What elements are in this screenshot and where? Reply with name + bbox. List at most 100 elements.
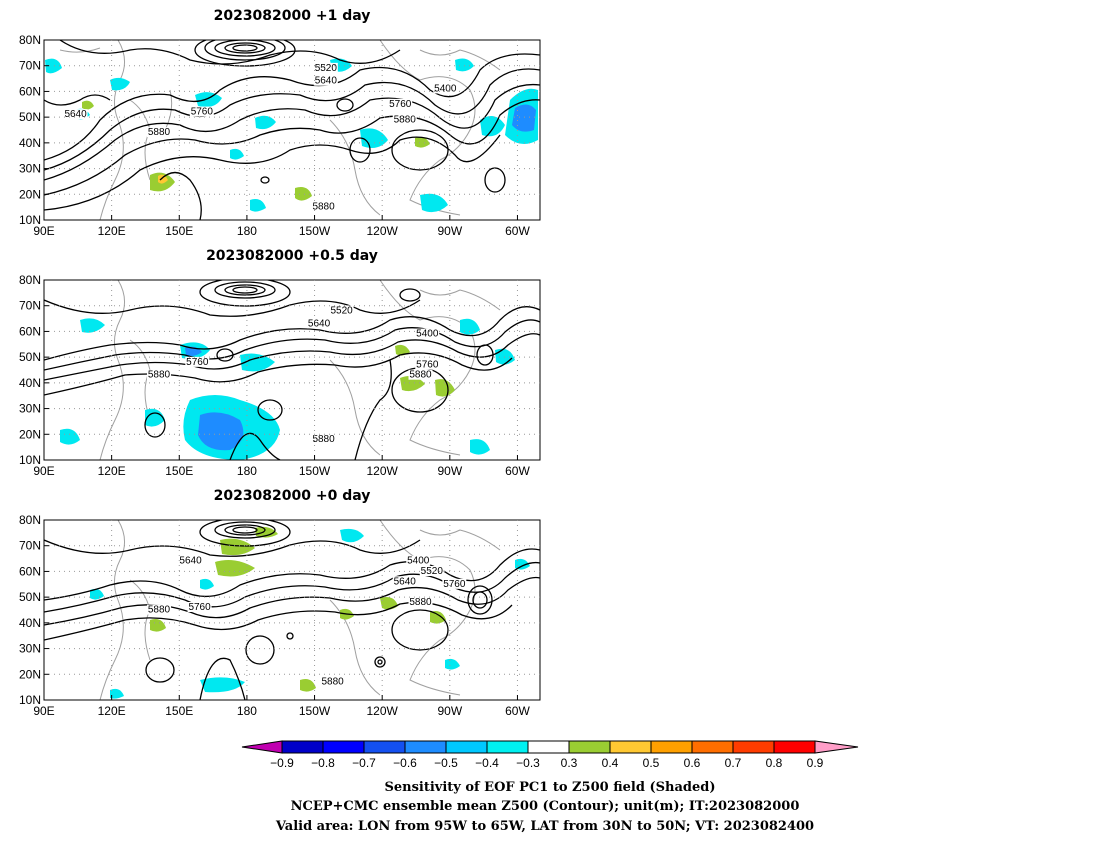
- y-tick-label: 80N: [19, 273, 41, 287]
- y-tick-label: 10N: [19, 213, 41, 227]
- caption-line-2: NCEP+CMC ensemble mean Z500 (Contour); u…: [291, 799, 800, 814]
- contour-label: 5640: [64, 109, 87, 120]
- contour-label-bg: [329, 305, 354, 316]
- colorbar-swatch: [527, 740, 570, 754]
- contour-label: 5880: [394, 114, 417, 125]
- height-contours: [44, 40, 540, 220]
- colorbar-label: −0.9: [270, 756, 294, 770]
- contour-label-bg: [146, 369, 171, 380]
- colorbar-label: −0.4: [475, 756, 499, 770]
- panel-title: 2023082000 +1 day: [214, 8, 371, 24]
- contour-label: 5520: [421, 566, 444, 577]
- panel-title: 2023082000 +0.5 day: [206, 248, 378, 264]
- map-panel-2: 2023082000 +0 day: [19, 488, 541, 718]
- contour-label-bg: [311, 434, 336, 444]
- contour-label-bg: [146, 127, 171, 138]
- y-tick-label: 20N: [19, 187, 41, 201]
- contour-label: 5400: [434, 83, 457, 94]
- y-tick-label: 40N: [19, 616, 41, 630]
- contour-label-bg: [408, 596, 433, 607]
- x-tick-label: 150W: [299, 704, 331, 718]
- contour-label-bg: [392, 576, 417, 587]
- colorbar-label: 0.9: [807, 756, 824, 770]
- y-tick-label: 70N: [19, 539, 41, 553]
- x-tick-label: 150E: [165, 224, 193, 238]
- x-tick-label: 90E: [33, 224, 54, 238]
- x-tick-label: 90W: [437, 704, 462, 718]
- contour-label-bg: [185, 356, 210, 367]
- y-tick-label: 30N: [19, 642, 41, 656]
- colorbar-swatch: [650, 740, 693, 754]
- x-tick-label: 60W: [505, 224, 530, 238]
- contour-label-bg: [406, 555, 431, 566]
- y-tick-label: 70N: [19, 299, 41, 313]
- map-panel-1: 2023082000 +0.5 day: [19, 248, 541, 478]
- x-tick-label: 120W: [367, 704, 399, 718]
- y-tick-label: 10N: [19, 453, 41, 467]
- contour-label-bg: [187, 602, 212, 612]
- contour-label: 5880: [312, 434, 335, 445]
- y-tick-label: 60N: [19, 324, 41, 338]
- contour-label-bg: [415, 328, 440, 339]
- x-tick-label: 120E: [98, 464, 126, 478]
- contour-label: 5880: [409, 370, 432, 381]
- contour-labels: 5520 5640 5400 5760 5880 5640 5760 5880 5880: [63, 62, 458, 213]
- colorbar-label: 0.6: [684, 756, 701, 770]
- contour-label: 5520: [315, 63, 338, 74]
- y-tick-label: 60N: [19, 564, 41, 578]
- colorbar-swatch: [281, 740, 324, 754]
- y-tick-label: 50N: [19, 350, 41, 364]
- colorbar-label: −0.3: [516, 756, 540, 770]
- map-frame: [43, 39, 541, 221]
- colorbar-swatch: [404, 740, 447, 754]
- contour-label-bg: [313, 62, 338, 73]
- contour-label: 5880: [321, 677, 344, 688]
- y-tick-label: 40N: [19, 136, 41, 150]
- colorbar-swatch: [486, 740, 529, 754]
- x-tick-label: 150E: [165, 464, 193, 478]
- x-tick-label: 120E: [98, 224, 126, 238]
- y-axis-ticks: 80N 70N 60N 50N 40N 30N 20N 10N: [19, 33, 49, 227]
- figure-caption: Sensitivity of EOF PC1 to Z500 field (Sh…: [275, 780, 814, 834]
- contour-label: 5760: [443, 579, 466, 590]
- contour-label: 5640: [308, 318, 331, 329]
- colorbar-swatch: [609, 740, 652, 754]
- sensitivity-shading: [90, 526, 530, 699]
- colorbar-swatch: [773, 740, 816, 754]
- panel-title: 2023082000 +0 day: [214, 488, 371, 504]
- gridlines: [44, 280, 540, 460]
- contour-label: 5760: [389, 99, 412, 110]
- contour-label-bg: [392, 114, 417, 125]
- caption-line-3: Valid area: LON from 95W to 65W, LAT fro…: [275, 819, 814, 834]
- colorbar-label: −0.7: [352, 756, 376, 770]
- x-tick-label: 60W: [505, 704, 530, 718]
- x-tick-label: 60W: [505, 464, 530, 478]
- colorbar-label: −0.5: [434, 756, 458, 770]
- y-axis-ticks: 80N 70N 60N 50N 40N 30N 20N 10N: [19, 273, 49, 467]
- contour-label: 5640: [394, 576, 417, 587]
- contour-label: 5880: [148, 127, 171, 138]
- x-tick-label: 150W: [299, 224, 331, 238]
- x-tick-label: 90W: [437, 224, 462, 238]
- colorbar-label: 0.3: [561, 756, 578, 770]
- x-axis-ticks: 90E 120E 150E 180 150W 120W 90W 60W: [33, 215, 530, 238]
- colorbar-swatch: [568, 740, 611, 754]
- map-frame: [43, 519, 541, 701]
- colorbar-swatch: [322, 740, 365, 754]
- contour-label: 5400: [407, 556, 430, 567]
- x-tick-label: 120E: [98, 704, 126, 718]
- colorbar-swatch: [732, 740, 775, 754]
- x-tick-label: 180: [237, 464, 257, 478]
- x-tick-label: 150E: [165, 704, 193, 718]
- contour-label: 5760: [191, 107, 214, 118]
- gridlines: [44, 40, 540, 220]
- colorbar-swatch: [691, 740, 734, 754]
- y-axis-ticks: 80N 70N 60N 50N 40N 30N 20N 10N: [19, 513, 49, 707]
- contour-label-bg: [408, 369, 433, 380]
- contour-label-bg: [146, 604, 171, 615]
- height-contours: [44, 280, 540, 460]
- x-tick-label: 180: [237, 704, 257, 718]
- colorbar-label: 0.7: [725, 756, 742, 770]
